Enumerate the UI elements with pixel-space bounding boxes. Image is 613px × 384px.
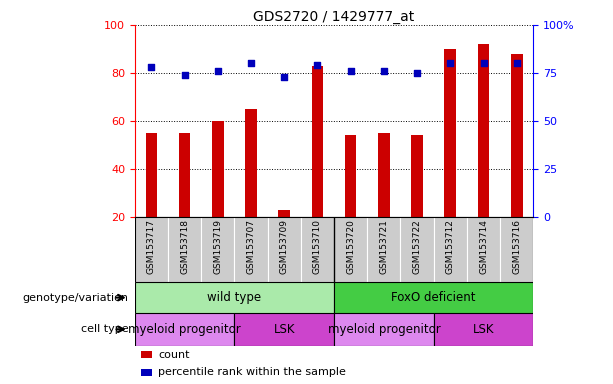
Text: myeloid progenitor: myeloid progenitor: [128, 323, 241, 336]
Bar: [500, 217, 533, 282]
Bar: [511, 54, 522, 217]
Text: LSK: LSK: [473, 323, 494, 336]
Bar: [334, 282, 533, 313]
Text: genotype/variation: genotype/variation: [23, 293, 129, 303]
Bar: [334, 313, 433, 346]
Bar: [245, 109, 257, 217]
Text: GSM153719: GSM153719: [213, 219, 223, 274]
Bar: [345, 136, 357, 217]
Point: [147, 64, 156, 70]
Point: [512, 60, 522, 66]
Text: GSM153707: GSM153707: [246, 219, 256, 274]
Title: GDS2720 / 1429777_at: GDS2720 / 1429777_at: [253, 10, 415, 24]
Bar: [135, 282, 334, 313]
Bar: [268, 217, 301, 282]
Text: count: count: [158, 350, 189, 360]
Text: GSM153720: GSM153720: [346, 219, 355, 274]
Text: LSK: LSK: [273, 323, 295, 336]
Bar: [168, 217, 201, 282]
Bar: [478, 44, 489, 217]
Text: GSM153717: GSM153717: [147, 219, 156, 274]
Bar: [411, 136, 423, 217]
Text: GSM153721: GSM153721: [379, 219, 389, 274]
Bar: [135, 217, 168, 282]
Text: cell type: cell type: [81, 324, 129, 334]
Point: [180, 72, 189, 78]
Bar: [378, 133, 390, 217]
Point: [446, 60, 455, 66]
Bar: [444, 49, 456, 217]
Bar: [433, 313, 533, 346]
Point: [346, 68, 356, 74]
Bar: [146, 133, 158, 217]
Bar: [467, 217, 500, 282]
Point: [246, 60, 256, 66]
Point: [412, 70, 422, 76]
Point: [313, 62, 322, 68]
Text: myeloid progenitor: myeloid progenitor: [327, 323, 440, 336]
Text: GSM153722: GSM153722: [413, 219, 422, 274]
Bar: [367, 217, 400, 282]
Point: [379, 68, 389, 74]
Text: FoxO deficient: FoxO deficient: [392, 291, 476, 304]
Bar: [234, 217, 268, 282]
Text: GSM153714: GSM153714: [479, 219, 488, 274]
Bar: [334, 217, 367, 282]
Point: [479, 60, 489, 66]
Bar: [301, 217, 334, 282]
Point: [213, 68, 223, 74]
Bar: [278, 210, 290, 217]
Text: GSM153712: GSM153712: [446, 219, 455, 274]
Bar: [212, 121, 224, 217]
Bar: [234, 313, 334, 346]
Text: GSM153718: GSM153718: [180, 219, 189, 274]
Bar: [135, 313, 234, 346]
Bar: [400, 217, 433, 282]
Text: GSM153710: GSM153710: [313, 219, 322, 274]
Text: wild type: wild type: [207, 291, 262, 304]
Text: GSM153716: GSM153716: [512, 219, 521, 274]
Text: GSM153709: GSM153709: [280, 219, 289, 274]
Text: percentile rank within the sample: percentile rank within the sample: [158, 367, 346, 377]
Bar: [179, 133, 191, 217]
Bar: [433, 217, 467, 282]
Point: [280, 74, 289, 80]
Bar: [311, 66, 323, 217]
Bar: [201, 217, 234, 282]
